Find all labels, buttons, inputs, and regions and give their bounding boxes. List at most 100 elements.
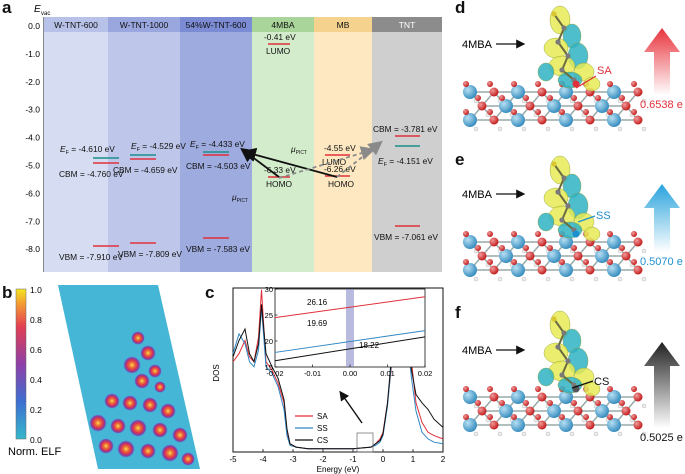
o-atom [537,392,547,402]
legend-ss-label: SS [317,424,328,433]
dos-x-tick-label: -2 [319,455,327,464]
tnt-cbm-label: CBM = -3.781 eV [373,124,438,134]
o-atom [489,392,499,402]
molecule-atom [551,316,557,322]
mu-pict-label-right: μPICT [290,144,307,156]
w1000-cbm-label: CBM = -4.659 eV [113,165,178,175]
charge-density-lobe [537,367,555,387]
molecule-atom [551,11,557,17]
o-atom [475,400,481,406]
o-atom [463,231,469,237]
column-header-label: MB [337,20,350,30]
o-atom [537,237,547,247]
dos-inset: -0.02 -0.01 0.00 0.01 0.02 30 25 20 15 26.16 19… [265,285,433,378]
molecule-atom [561,175,567,181]
o-atom [547,245,553,251]
o-atom [585,420,595,430]
y-tick-label: -3.0 [25,105,40,115]
ti-atom [463,235,477,249]
column-header-label: TNT [399,20,416,30]
w600-vbm-label: VBM = -7.910 eV [59,252,123,262]
column-body [44,17,108,272]
o-atom [621,101,631,111]
molecule-bond [561,374,575,386]
h-atom [641,126,647,132]
dos-x-tick-label: -5 [229,455,237,464]
o-atom [607,386,613,392]
h-atom [545,276,551,282]
molecule-bond [557,191,569,207]
o-atom [633,237,643,247]
inset-highlight-band [346,289,354,367]
column-header-label: W-TNT-600 [54,20,98,30]
dos-xlabel: Energy (eV) [317,465,360,474]
o-atom [475,245,481,251]
mb-homo-value: -6.26 eV [324,164,356,174]
inset-annotation-sa: 26.16 [307,298,328,307]
o-atom [595,95,601,101]
o-atom [477,251,487,261]
f-site-label: CS [594,376,609,388]
ti-atom [463,263,477,277]
column-header [180,17,252,32]
colorbar-label: Norm. ELF [8,446,61,458]
o-atom [583,109,589,115]
inset-x-tick-label: 0.02 [418,369,433,378]
h-atom [521,276,527,282]
o-atom [607,109,613,115]
column-body [180,17,252,272]
o-atom [511,259,517,265]
h-atom [569,126,575,132]
h-atom [617,431,623,437]
ti-atom [595,404,609,418]
h-atom [641,98,647,104]
molecule-atom [551,161,557,167]
column-header [44,17,108,32]
o-atom [537,115,547,125]
o-atom [475,95,481,101]
o-atom [607,81,613,87]
column-header-label: 54%W-TNT-600 [186,20,247,30]
d-charge-label: 0.6538 e [640,99,683,111]
molecule-atom [555,39,561,45]
column-header-label: 4MBA [271,20,294,30]
o-atom [607,414,613,420]
dos-x-tick-label: -1 [349,455,357,464]
h-atom [569,276,575,282]
colorbar-tick-label: 0.4 [30,375,42,385]
panel-letter-a: a [2,0,12,17]
column-header-label: W-TNT-1000 [120,20,169,30]
e-molecule-label: 4MBA [462,189,493,201]
molecule-bond [561,69,575,81]
ti-atom [559,235,573,249]
molecule-atom [565,203,571,209]
ti-atom [559,85,573,99]
inset-annotation-ss: 19.69 [307,319,328,328]
panel-letter-d: d [455,0,466,17]
zoom-arrow [339,390,363,424]
e-charge-arrow [644,184,680,252]
ti-atom [511,113,525,127]
ti-atom [547,249,561,263]
o-atom [477,101,487,111]
o-atom [489,87,499,97]
o-atom [463,109,469,115]
ti-atom [463,390,477,404]
o-atom [523,400,529,406]
ti-atom [463,418,477,432]
o-atom [631,414,637,420]
arrow-mb-to-w54 [241,147,338,178]
inset-x-tick-label: 0.00 [343,369,358,378]
dos-x-tick-label: 2 [441,455,446,464]
h-atom [593,126,599,132]
dos-x-tick-label: -4 [259,455,267,464]
mu-pict-label-left: μPICT [231,192,248,204]
mba-homo-label: HOMO [266,179,293,189]
o-atom [535,259,541,265]
o-atom [559,259,565,265]
o-atom [511,231,517,237]
h-atom [545,431,551,437]
colorbar-tick-label: 1.0 [30,285,42,295]
f-molecule-label: 4MBA [462,345,493,357]
panel-letter-b: b [2,283,13,302]
